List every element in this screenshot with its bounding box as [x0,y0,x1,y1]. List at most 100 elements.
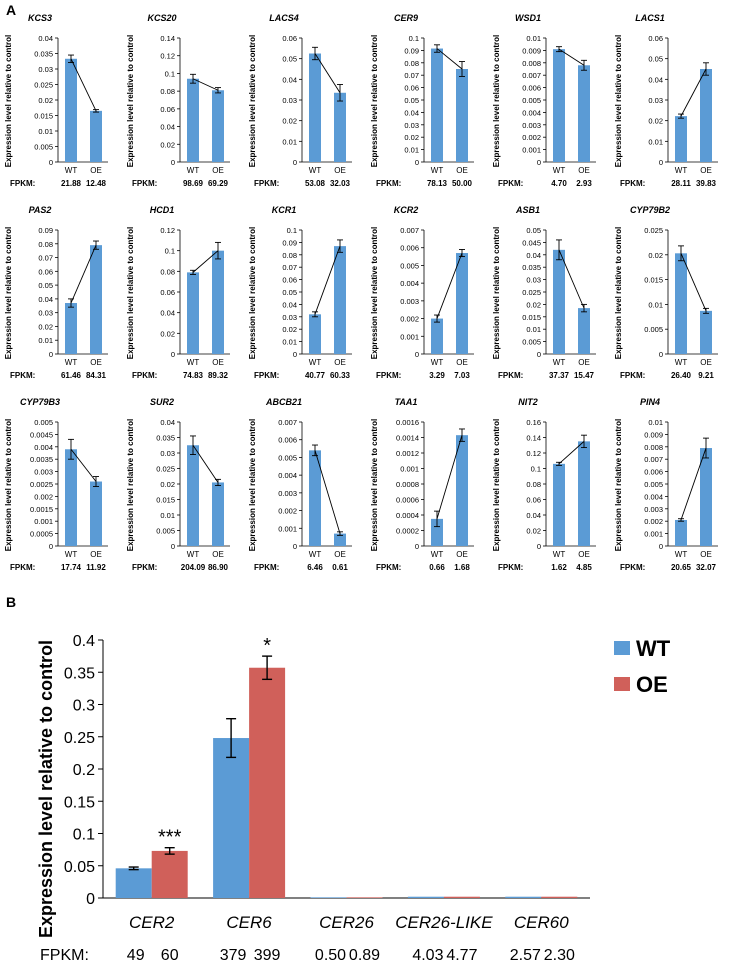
y-tick-label-lacs1: 0.05 [648,55,663,64]
bar-abcb21-oe [334,533,346,546]
bar-b-cer6-oe [249,667,286,898]
trend-line-lacs4 [314,53,341,94]
bar-cer9-wt [431,48,443,162]
trend-line-pin4 [680,447,707,521]
x-tick-label-kcr1: OE [334,358,346,367]
x-tick-label-asb1: WT [553,358,566,367]
x-tick-label-kcs3: OE [90,166,102,175]
fpkm-value-lacs1-oe: 39.83 [696,179,717,188]
y-tick-label-cyp79b3: 0.0015 [30,505,53,514]
legend-label-wt: WT [636,636,671,661]
y-tick-label-cyp79b3: 0.004 [34,443,53,452]
bar-b-cer26-wt [310,897,347,898]
x-tick-label-kcs3: WT [65,166,78,175]
y-tick-label-hcd1: 0.12 [160,226,175,235]
y-tick-label-kcs3: 0.015 [34,112,53,121]
bar-kcs3-oe [90,110,102,162]
y-tick-label-nit2: 0.14 [526,434,541,443]
fpkm-value-wsd1-oe: 2.93 [576,179,592,188]
y-tick-label-kcr1: 0.03 [282,313,297,322]
fpkm-value-kcs20-oe: 69.29 [208,179,229,188]
bar-kcr2-oe [456,253,468,354]
y-tick-label-cer9: 0.01 [404,146,419,155]
bar-b-cer60-wt [505,896,542,898]
y-tick-label-pin4: 0 [659,542,663,551]
fpkm-label-wsd1: FPKM: [498,179,523,188]
y-tick-label-kcr2: 0.003 [400,297,419,306]
fpkm-label-cyp79b2: FPKM: [620,371,645,380]
y-tick-label-cer9: 0.1 [409,34,419,43]
bar-pas2-wt [65,303,77,354]
fpkm-value-b-cer60-wt: 2.57 [510,947,541,963]
y-tick-label-kcs20: 0.12 [160,52,175,61]
y-tick-label-cyp79b3: 0.003 [34,468,53,477]
y-tick-label-taa1: 0 [415,542,419,551]
bar-cyp79b3-wt [65,449,77,546]
y-axis-label-lacs4: Expression level relative to control [248,35,257,168]
bar-nit2-oe [578,441,590,546]
y-tick-label-taa1: 0.0004 [396,511,419,520]
y-tick-label-sur2: 0.025 [156,465,175,474]
y-axis-label-kcr2: Expression level relative to control [370,227,379,360]
y-axis-label-abcb21: Expression level relative to control [248,419,257,552]
fpkm-value-taa1-oe: 1.68 [454,563,470,572]
bar-taa1-wt [431,518,443,546]
y-tick-label-asb1: 0.035 [522,263,541,272]
y-tick-label-abcb21: 0.004 [278,471,297,480]
x-tick-label-cyp79b3: OE [90,550,102,559]
fpkm-value-pas2-wt: 61.46 [61,371,82,380]
category-label-cer26: CER26 [319,913,374,932]
fpkm-label-kcs20: FPKM: [132,179,157,188]
category-label-cer6: CER6 [226,913,272,932]
x-tick-label-kcs20: WT [187,166,200,175]
y-tick-label-kcs3: 0.04 [38,34,53,43]
y-tick-label-kcs20: 0.08 [160,87,175,96]
gene-title-wsd1: WSD1 [515,13,541,23]
fpkm-value-asb1-wt: 37.37 [549,371,570,380]
y-tick-label-pas2: 0.09 [38,226,53,235]
y-tick-label-abcb21: 0.001 [278,524,297,533]
fpkm-value-b-cer6-oe: 399 [254,947,281,963]
y-tick-label-wsd1: 0.009 [522,46,541,55]
y-tick-label-kcs3: 0.005 [34,143,53,152]
y-tick-label-nit2: 0.12 [526,449,541,458]
fpkm-label-hcd1: FPKM: [132,371,157,380]
y-tick-label-b: 0.25 [64,730,95,747]
y-tick-label-asb1: 0.045 [522,238,541,247]
y-tick-label-pin4: 0.002 [644,517,663,526]
y-tick-label-lacs4: 0.01 [282,137,297,146]
y-tick-label-lacs4: 0.05 [282,55,297,64]
y-tick-label-kcs3: 0.02 [38,96,53,105]
y-tick-label-sur2: 0.005 [156,527,175,536]
trend-line-kcs20 [192,78,219,91]
y-tick-label-cyp79b2: 0.01 [648,300,663,309]
y-tick-label-wsd1: 0.008 [522,59,541,68]
y-tick-label-cer9: 0.06 [404,84,419,93]
y-tick-label-kcr1: 0.04 [282,300,297,309]
y-tick-label-pas2: 0.06 [38,267,53,276]
y-tick-label-kcr2: 0.007 [400,226,419,235]
bar-b-cer26-oe [346,897,383,898]
y-tick-label-sur2: 0.04 [160,418,175,427]
fpkm-value-lacs4-oe: 32.03 [330,179,351,188]
y-tick-label-lacs1: 0.04 [648,75,663,84]
y-axis-label-taa1: Expression level relative to control [370,419,379,552]
y-tick-label-cer9: 0.04 [404,108,419,117]
y-tick-label-pas2: 0 [49,350,53,359]
y-axis-label-pin4: Expression level relative to control [614,419,623,552]
y-tick-label-taa1: 0.0016 [396,418,419,427]
gene-title-asb1: ASB1 [515,205,540,215]
y-tick-label-kcr2: 0 [415,350,419,359]
y-tick-label-asb1: 0.01 [526,325,541,334]
fpkm-value-cer9-wt: 78.13 [427,179,448,188]
bar-kcr1-oe [334,246,346,354]
y-tick-label-kcs20: 0.1 [165,69,175,78]
x-tick-label-nit2: WT [553,550,566,559]
y-tick-label-cyp79b3: 0.0045 [30,430,53,439]
y-tick-label-kcs3: 0.025 [34,81,53,90]
x-tick-label-cer9: WT [431,166,444,175]
trend-line-taa1 [436,435,463,520]
y-tick-label-abcb21: 0.003 [278,489,297,498]
fpkm-label-taa1: FPKM: [376,563,401,572]
fpkm-value-cyp79b3-wt: 17.74 [61,563,82,572]
